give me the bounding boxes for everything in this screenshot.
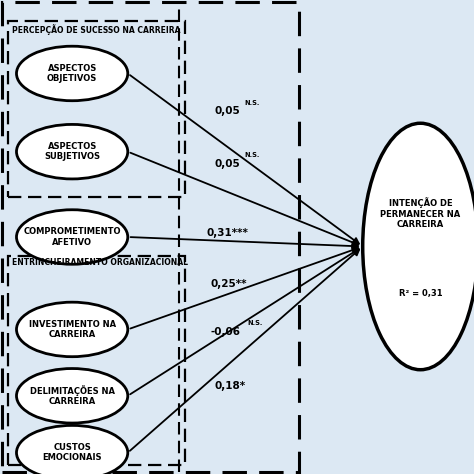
Text: 0,05: 0,05 [214,158,240,169]
Text: 0,25**: 0,25** [210,279,246,290]
Ellipse shape [17,426,128,474]
Text: 0,18*: 0,18* [214,381,246,392]
Ellipse shape [17,369,128,423]
Text: 0,05: 0,05 [214,106,240,117]
Text: ASPECTOS
SUBJETIVOS: ASPECTOS SUBJETIVOS [44,142,100,161]
Text: 0,31***: 0,31*** [206,228,248,238]
Text: N.S.: N.S. [247,320,263,326]
Text: ENTRINCHEIRAMENTO ORGANIZACIONAL: ENTRINCHEIRAMENTO ORGANIZACIONAL [12,258,188,267]
Ellipse shape [17,302,128,357]
Text: CUSTOS
EMOCIONAIS: CUSTOS EMOCIONAIS [42,443,102,462]
Text: DELIMITAÇÕES NA
CARREIRA: DELIMITAÇÕES NA CARREIRA [30,385,115,407]
Text: INVESTIMENTO NA
CARREIRA: INVESTIMENTO NA CARREIRA [28,320,116,339]
Ellipse shape [17,210,128,264]
Text: N.S.: N.S. [245,152,260,158]
Ellipse shape [363,123,474,370]
Text: COMPROMETIMENTO
AFETIVO: COMPROMETIMENTO AFETIVO [23,228,121,246]
Text: N.S.: N.S. [245,100,260,106]
Ellipse shape [17,124,128,179]
Text: R² = 0,31: R² = 0,31 [399,290,442,298]
Text: -0,06: -0,06 [210,327,240,337]
Text: ASPECTOS
OBJETIVOS: ASPECTOS OBJETIVOS [47,64,97,83]
Text: INTENÇÃO DE
PERMANECER NA
CARREIRA: INTENÇÃO DE PERMANECER NA CARREIRA [380,198,461,229]
Text: PERCEPÇÃO DE SUCESSO NA CARREIRA: PERCEPÇÃO DE SUCESSO NA CARREIRA [12,24,181,35]
Ellipse shape [17,46,128,101]
